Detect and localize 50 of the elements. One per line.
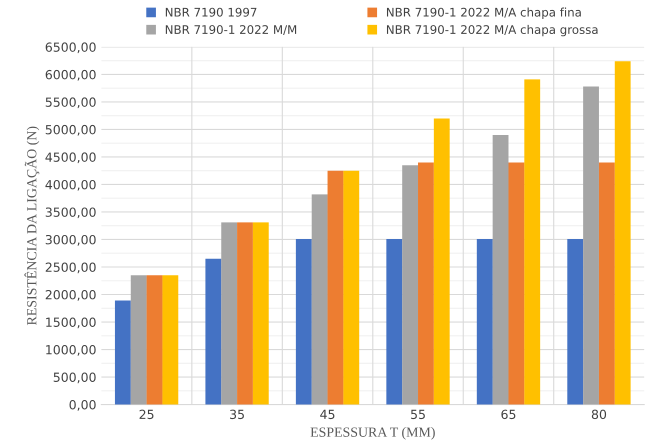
- bar: [252, 222, 269, 405]
- bar: [476, 238, 493, 405]
- y-tick-label: 6500,00: [46, 42, 96, 54]
- bar: [583, 86, 599, 405]
- y-tick-label: 1000,00: [46, 344, 96, 356]
- x-tick-label: 45: [320, 410, 334, 420]
- y-tick-label: 0,00: [70, 400, 96, 411]
- bar: [524, 79, 540, 405]
- y-tick-label: 5000,00: [46, 124, 96, 136]
- bar: [162, 275, 178, 405]
- x-tick-label: 35: [230, 410, 244, 420]
- bar: [296, 238, 312, 405]
- legend-label: NBR 7190-1 2022 M/A chapa grossa: [386, 24, 598, 36]
- bar: [221, 222, 238, 405]
- bar: [567, 238, 584, 405]
- bar: [237, 222, 253, 405]
- y-tick-label: 1500,00: [46, 317, 96, 328]
- y-axis-title: RESISTÊNCIA DA LIGAÇÃO (N): [24, 126, 40, 326]
- bar: [312, 194, 328, 405]
- y-tick-label: 2000,00: [46, 290, 96, 301]
- y-tick-label: 5500,00: [46, 97, 96, 108]
- y-tick-label: 6000,00: [46, 70, 96, 81]
- legend-label: NBR 7190-1 2022 M/M: [166, 25, 296, 35]
- bar: [146, 275, 162, 405]
- y-tick-label: 2500,00: [46, 262, 96, 274]
- x-tick-label: 25: [140, 410, 154, 420]
- y-tick-label: 3500,00: [46, 207, 96, 218]
- bar: [343, 170, 360, 405]
- bar: [492, 134, 508, 405]
- x-tick-label: 55: [411, 410, 425, 420]
- bar: [114, 300, 131, 405]
- y-tick-label: 4500,00: [45, 152, 96, 164]
- bar: [614, 61, 631, 405]
- y-tick-label: 3000,00: [46, 234, 96, 246]
- bar: [328, 170, 344, 405]
- bar: [434, 118, 450, 405]
- x-tick-label: 80: [592, 410, 606, 420]
- x-axis-title: ESPESSURA T (MM): [310, 427, 435, 440]
- bar: [418, 162, 434, 405]
- legend-label: NBR 7190 1997: [166, 8, 256, 17]
- bar: [130, 275, 147, 405]
- x-tick-label: 65: [501, 410, 516, 420]
- y-tick-label: 500,00: [54, 372, 96, 384]
- legend-label: NBR 7190-1 2022 M/A chapa fina: [386, 8, 581, 19]
- bar: [598, 162, 615, 405]
- bar: [386, 238, 402, 405]
- bar: [205, 258, 222, 405]
- bar: [508, 162, 524, 405]
- y-tick-label: 4000,00: [45, 180, 96, 191]
- bar: [402, 165, 418, 405]
